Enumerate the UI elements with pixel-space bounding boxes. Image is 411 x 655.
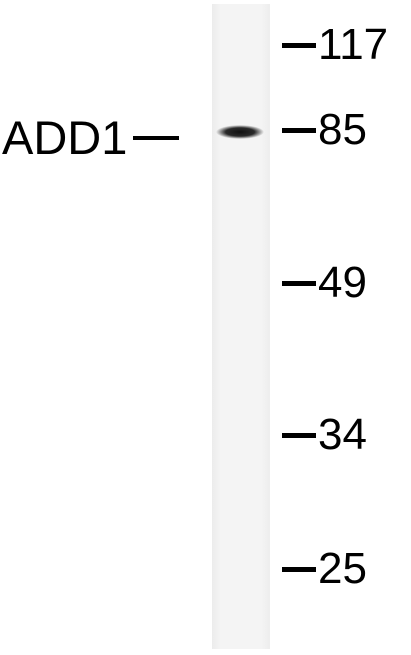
marker-dash xyxy=(282,280,316,286)
marker-49: 49 xyxy=(282,258,367,308)
lane-background xyxy=(212,4,270,649)
marker-25: 25 xyxy=(282,544,367,594)
marker-85: 85 xyxy=(282,105,367,155)
marker-value: 117 xyxy=(318,20,389,69)
blot-lane-image xyxy=(212,4,270,649)
marker-value: 85 xyxy=(318,105,367,154)
blot-lane xyxy=(212,4,270,649)
marker-value: 25 xyxy=(318,544,367,593)
protein-band xyxy=(216,125,264,139)
marker-34: 34 xyxy=(282,410,367,460)
band-label-text: ADD1 xyxy=(2,111,128,164)
band-label: ADD1 xyxy=(2,110,180,166)
band-pointer-line xyxy=(133,136,180,140)
marker-dash xyxy=(282,566,316,572)
marker-117: 117 xyxy=(282,20,388,70)
marker-value: 34 xyxy=(318,410,367,459)
marker-value: 49 xyxy=(318,258,367,307)
marker-dash xyxy=(282,42,316,48)
marker-dash xyxy=(282,127,316,133)
marker-dash xyxy=(282,432,316,438)
